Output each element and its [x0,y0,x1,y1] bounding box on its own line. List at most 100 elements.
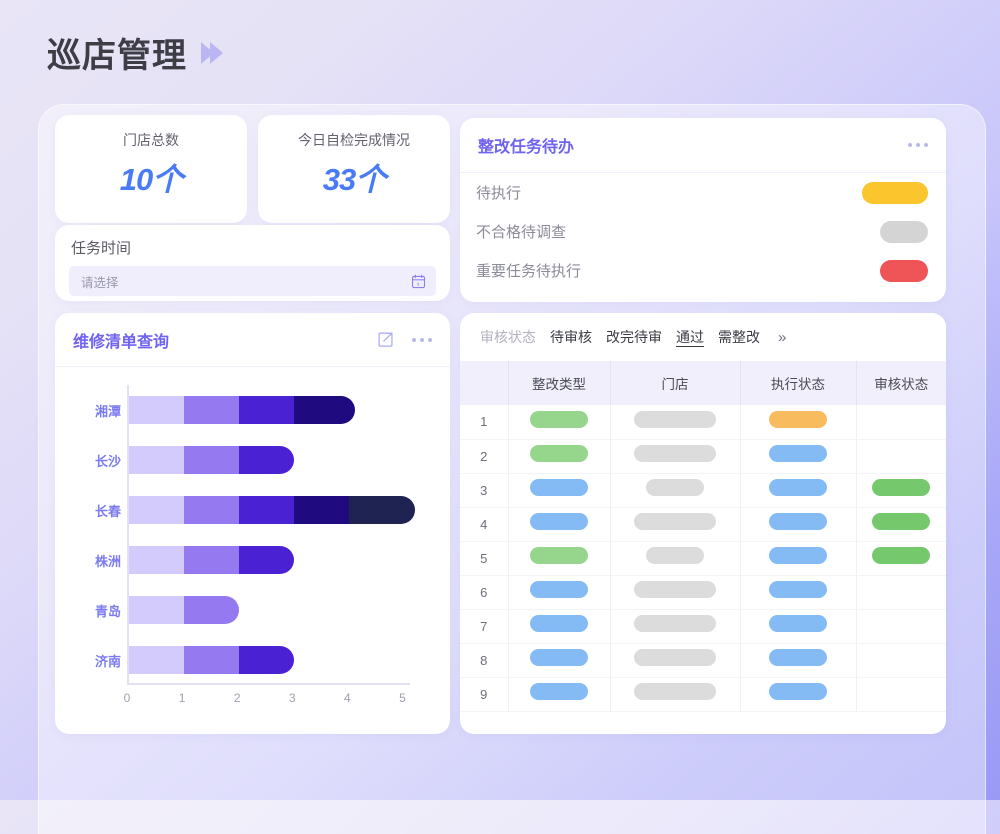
filter-tab-3[interactable]: 需整改 [718,329,760,345]
filter-overflow-button[interactable]: » [778,328,787,346]
stacked-bar [129,546,295,574]
cell-type [508,507,611,542]
rectification-todo-card: 整改任务待办 待执行不合格待调查 重要任务待执行 [460,118,946,302]
todo-status-pill [880,259,928,282]
cell-placeholder-pill [634,581,716,598]
column-header: 执行状态 [740,361,857,405]
cell-exec [740,439,857,474]
todo-row[interactable]: 待执行 [460,173,946,212]
more-dots-icon[interactable] [908,143,928,147]
more-dots-icon[interactable] [412,337,432,342]
cell-exec [740,609,857,644]
cell-audit [856,473,946,508]
table-row[interactable]: 3 [460,473,946,508]
table-row[interactable]: 7 [460,609,946,644]
table-row[interactable]: 9 [460,677,946,712]
repair-list-chart-card: 维修清单查询 湘潭 长沙 长春 株洲 青岛 济南 0 1 2 3 4 5 [55,313,450,734]
cell-store [610,405,741,440]
card-header: 维修清单查询 [55,313,450,367]
table-row[interactable]: 6 [460,575,946,610]
x-tick-label: 3 [288,691,296,705]
cell-type [508,541,611,576]
cell-store [610,507,741,542]
cell-audit [856,541,946,576]
column-header: 审核状态 [856,361,946,405]
table-row[interactable]: 8 [460,643,946,678]
bar-segment [129,546,185,574]
row-index: 2 [460,439,509,474]
table-row[interactable]: 4 [460,507,946,542]
bar-category-label: 济南 [94,653,121,669]
filter-tab-1[interactable]: 改完待审 [606,329,662,345]
cell-type [508,643,611,678]
cell-audit [856,405,946,440]
x-tick-label: 2 [233,691,241,705]
bar-category-label: 长春 [94,503,121,519]
column-header: 门店 [610,361,741,405]
stat-value: 10个 [119,162,183,197]
stat-card-selfcheck-today: 今日自检完成情况 33个 [258,115,450,223]
cell-audit [856,677,946,712]
bar-segment [129,646,185,674]
bar-segment [294,496,350,524]
table-row[interactable]: 5 [460,541,946,576]
cell-store [610,473,741,508]
x-axis: 0 1 2 3 4 5 [123,685,410,711]
page-header: 巡店管理 [47,28,223,77]
cell-placeholder-pill [646,479,704,496]
share-export-icon[interactable] [377,331,394,348]
todo-row[interactable]: 不合格待调查 [460,212,946,251]
cell-placeholder-pill [646,547,704,564]
card-header: 整改任务待办 [460,118,946,173]
cell-placeholder-pill [530,683,588,700]
bar-segment [184,446,240,474]
cell-audit [856,609,946,644]
cell-audit [856,575,946,610]
row-index: 1 [460,405,509,440]
todo-status-pill [862,181,928,204]
cell-placeholder-pill [769,513,827,530]
stat-value: 33个 [322,162,386,197]
bar-segment [184,396,240,424]
bar-segment [184,546,240,574]
table-row[interactable]: 2 [460,439,946,474]
table-row[interactable]: 1 [460,405,946,440]
cell-placeholder-pill [769,479,827,496]
cell-placeholder-pill [634,513,716,530]
filter-tab-2[interactable]: 通过 [676,329,704,345]
stacked-bar [129,596,240,624]
stat-card-store-total: 门店总数 10个 [55,115,247,223]
x-tick-label: 0 [123,691,131,705]
todo-row[interactable]: 重要任务待执行 [460,251,946,290]
cell-placeholder-pill [530,615,588,632]
cell-store [610,643,741,678]
cell-store [610,609,741,644]
cell-placeholder-pill [769,410,827,428]
row-index: 3 [460,473,509,508]
stat-label: 今日自检完成情况 [298,132,410,148]
cell-placeholder-pill [530,479,588,496]
todo-row-label: 待执行 [476,185,522,202]
x-tick-label: 5 [399,691,406,705]
cell-placeholder-pill [769,683,827,700]
cell-type [508,609,611,644]
todo-status-pill [880,220,928,243]
bar-category-label: 株洲 [94,553,121,569]
task-time-input[interactable]: 请选择 [69,266,436,296]
cell-type [508,473,611,508]
row-index: 9 [460,677,509,712]
bar-row: 株洲 [95,546,295,574]
row-index: 5 [460,541,509,576]
task-time-placeholder: 请选择 [81,275,119,290]
filter-bar: 审核状态 待审核 改完待审 通过 需整改 » [460,313,946,361]
bar-segment [184,496,240,524]
card-title: 整改任务待办 [478,139,575,156]
filter-tab-0[interactable]: 待审核 [550,329,592,345]
cell-exec [740,643,857,678]
cell-placeholder-pill [530,410,588,428]
calendar-icon[interactable] [411,274,426,289]
stat-label: 门店总数 [123,132,179,148]
cell-store [610,541,741,576]
